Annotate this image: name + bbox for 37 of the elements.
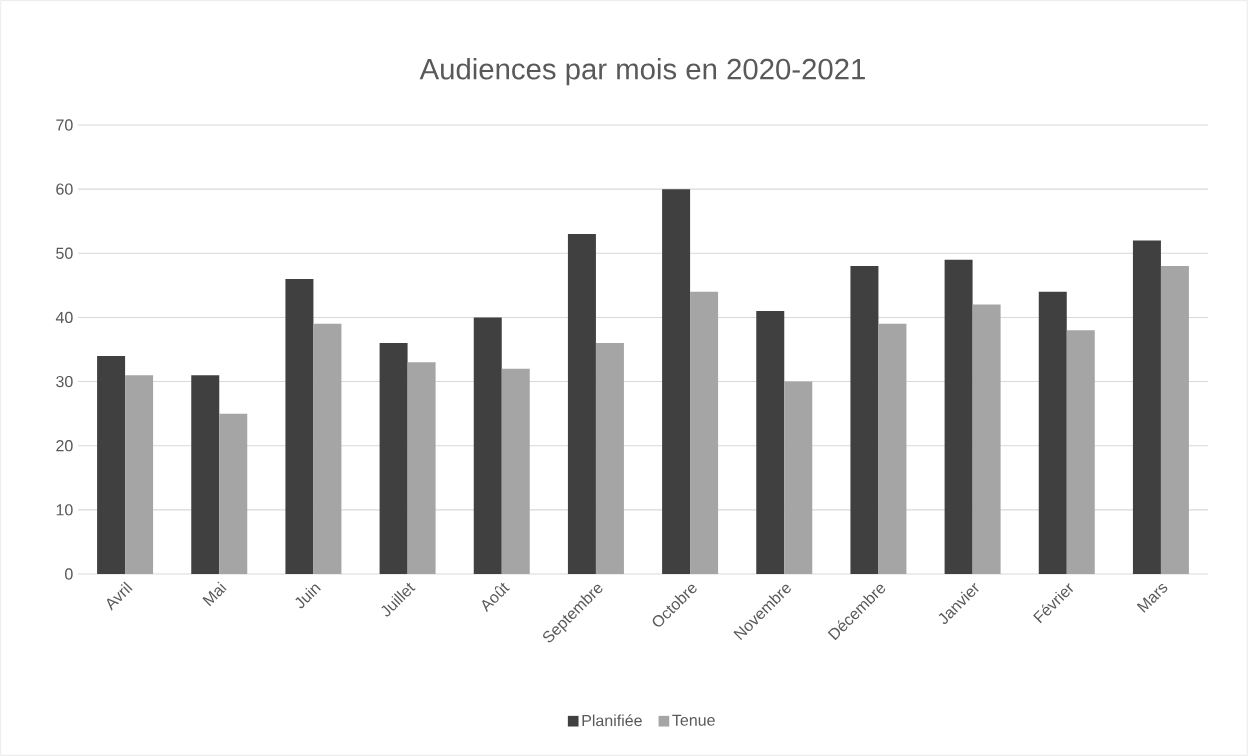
bar (595, 343, 624, 574)
y-tick-label: 60 (56, 183, 73, 195)
bar (878, 323, 907, 574)
bar (285, 278, 314, 574)
legend-label: Planifiée (582, 714, 642, 727)
bar (473, 317, 502, 574)
y-tick-label: 40 (55, 311, 73, 324)
bar (219, 413, 248, 574)
y-tick-label: 50 (56, 247, 73, 259)
bar (944, 259, 973, 574)
bar (125, 375, 154, 574)
bar (191, 375, 220, 574)
x-tick-label: Mai (202, 581, 227, 607)
chart-title: Audiences par mois en 2020-2021 (419, 57, 865, 86)
bar (1066, 330, 1095, 574)
y-tick-label: 20 (56, 440, 73, 452)
bar (313, 323, 342, 574)
bar (662, 189, 691, 574)
bar (784, 381, 813, 574)
bar (1160, 266, 1189, 574)
bar (407, 362, 436, 574)
y-tick-label: 70 (56, 119, 73, 131)
bar (97, 355, 126, 574)
bar (690, 291, 719, 574)
bar (1132, 240, 1161, 574)
x-tick-label: Juin (295, 584, 321, 609)
bar (501, 368, 530, 574)
y-tick-label: 30 (56, 375, 73, 388)
bar (1038, 291, 1067, 574)
bar (756, 311, 785, 574)
bar (379, 343, 408, 574)
bar (850, 266, 879, 574)
bar (567, 234, 596, 574)
y-tick-label: 0 (65, 568, 73, 580)
y-tick-label: 10 (56, 504, 73, 516)
bar (972, 304, 1001, 574)
legend-label: Tenue (672, 714, 715, 726)
